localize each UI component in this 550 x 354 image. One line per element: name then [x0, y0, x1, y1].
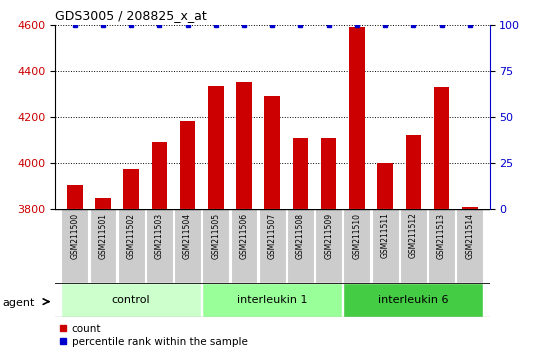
Legend: count, percentile rank within the sample: count, percentile rank within the sample — [60, 324, 248, 347]
Text: GDS3005 / 208825_x_at: GDS3005 / 208825_x_at — [55, 9, 207, 22]
Bar — [208, 86, 224, 354]
Bar — [230, 209, 257, 283]
Bar — [344, 209, 370, 283]
Text: GSM211501: GSM211501 — [98, 212, 107, 258]
Bar — [62, 283, 201, 317]
Text: GSM211509: GSM211509 — [324, 212, 333, 259]
Bar — [315, 209, 342, 283]
Bar — [174, 209, 201, 283]
Bar — [118, 209, 145, 283]
Text: GSM211502: GSM211502 — [126, 212, 136, 258]
Text: interleukin 1: interleukin 1 — [237, 295, 307, 305]
Bar — [372, 209, 399, 283]
Bar — [90, 209, 117, 283]
Text: GSM211512: GSM211512 — [409, 212, 418, 258]
Text: GSM211510: GSM211510 — [353, 212, 361, 258]
Text: GSM211505: GSM211505 — [211, 212, 221, 259]
Bar — [434, 87, 449, 354]
Bar — [287, 209, 314, 283]
Text: GSM211504: GSM211504 — [183, 212, 192, 259]
Text: GSM211513: GSM211513 — [437, 212, 446, 258]
Text: GSM211500: GSM211500 — [70, 212, 79, 259]
Bar — [321, 137, 337, 354]
Text: interleukin 6: interleukin 6 — [378, 295, 449, 305]
Bar — [293, 137, 308, 354]
Bar — [259, 209, 285, 283]
Text: agent: agent — [3, 298, 35, 308]
Text: GSM211507: GSM211507 — [268, 212, 277, 259]
Bar — [202, 283, 342, 317]
Bar — [180, 121, 195, 354]
Bar — [462, 206, 477, 354]
Bar — [400, 209, 427, 283]
Text: control: control — [112, 295, 151, 305]
Bar — [62, 209, 88, 283]
Bar — [146, 209, 173, 283]
Bar — [202, 209, 229, 283]
Bar — [428, 209, 455, 283]
Bar — [265, 96, 280, 354]
Bar — [67, 185, 82, 354]
Bar — [152, 142, 167, 354]
Text: GSM211503: GSM211503 — [155, 212, 164, 259]
Bar — [344, 283, 483, 317]
Text: GSM211511: GSM211511 — [381, 212, 389, 258]
Text: GSM211514: GSM211514 — [465, 212, 474, 258]
Bar — [236, 82, 252, 354]
Bar — [349, 27, 365, 354]
Bar — [95, 198, 111, 354]
Bar — [405, 135, 421, 354]
Text: GSM211506: GSM211506 — [240, 212, 249, 259]
Bar — [377, 163, 393, 354]
Bar — [123, 169, 139, 354]
Bar — [456, 209, 483, 283]
Text: GSM211508: GSM211508 — [296, 212, 305, 258]
